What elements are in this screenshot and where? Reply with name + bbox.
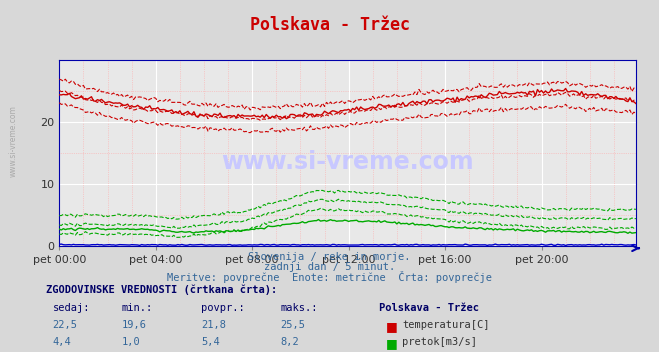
Text: www.si-vreme.com: www.si-vreme.com [221,150,474,175]
Text: 22,5: 22,5 [53,320,78,330]
Text: maks.:: maks.: [280,303,318,313]
Text: 1,0: 1,0 [122,337,140,347]
Text: Polskava - Tržec: Polskava - Tržec [250,16,409,34]
Text: www.si-vreme.com: www.si-vreme.com [9,105,18,177]
Text: sedaj:: sedaj: [53,303,90,313]
Text: Polskava - Tržec: Polskava - Tržec [379,303,479,313]
Text: 5,4: 5,4 [201,337,219,347]
Text: min.:: min.: [122,303,153,313]
Text: 4,4: 4,4 [53,337,71,347]
Text: Slovenija / reke in morje.: Slovenija / reke in morje. [248,252,411,262]
Text: 25,5: 25,5 [280,320,305,330]
Text: zadnji dan / 5 minut.: zadnji dan / 5 minut. [264,262,395,271]
Text: pretok[m3/s]: pretok[m3/s] [402,337,477,347]
Text: 8,2: 8,2 [280,337,299,347]
Text: ■: ■ [386,320,397,333]
Text: Meritve: povprečne  Enote: metrične  Črta: povprečje: Meritve: povprečne Enote: metrične Črta:… [167,271,492,283]
Text: 21,8: 21,8 [201,320,226,330]
Text: temperatura[C]: temperatura[C] [402,320,490,330]
Text: povpr.:: povpr.: [201,303,244,313]
Text: ZGODOVINSKE VREDNOSTI (črtkana črta):: ZGODOVINSKE VREDNOSTI (črtkana črta): [46,284,277,295]
Text: ■: ■ [386,337,397,350]
Text: 19,6: 19,6 [122,320,147,330]
